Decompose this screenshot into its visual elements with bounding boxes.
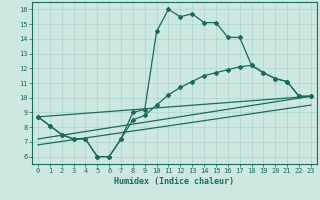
X-axis label: Humidex (Indice chaleur): Humidex (Indice chaleur) xyxy=(115,177,234,186)
